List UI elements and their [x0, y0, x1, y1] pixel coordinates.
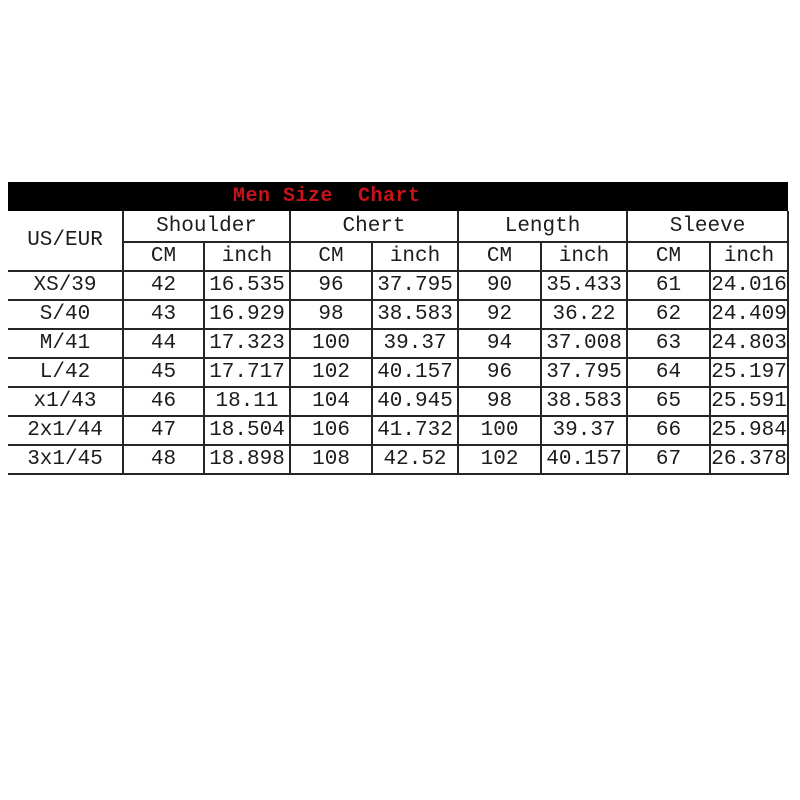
unit-header-cell: inch	[202, 241, 292, 272]
value-cell: 100	[289, 328, 374, 359]
size-label-cell: S/40	[8, 299, 124, 330]
size-row: 3x1/45 48 18.898 108 42.52 102 40.157 67…	[8, 444, 790, 475]
unit-header-cell: CM	[457, 241, 543, 272]
value-cell: 102	[457, 444, 543, 475]
value-cell: 48	[122, 444, 205, 475]
unit-header-cell: inch	[371, 241, 460, 272]
size-label-cell: x1/43	[8, 386, 124, 417]
value-cell: 36.22	[540, 299, 629, 330]
size-row: S/40 43 16.929 98 38.583 92 36.22 62 24.…	[8, 299, 790, 330]
value-cell: 39.37	[540, 415, 629, 446]
group-header-length: Length	[457, 211, 629, 243]
value-cell: 25.591	[709, 386, 790, 417]
value-cell: 40.157	[540, 444, 629, 475]
group-header-row: US/EUR Shoulder Chert Length Sleeve	[8, 211, 790, 272]
unit-header-cell: CM	[626, 241, 712, 272]
unit-header-cell: inch	[540, 241, 629, 272]
unit-header-cell: CM	[123, 241, 205, 272]
value-cell: 92	[457, 299, 543, 330]
value-cell: 40.157	[371, 357, 460, 388]
value-cell: 24.409	[709, 299, 790, 330]
value-cell: 61	[626, 270, 712, 301]
value-cell: 38.583	[371, 299, 460, 330]
chart-title: Men Size Chart	[233, 185, 421, 208]
value-cell: 18.898	[202, 444, 292, 475]
size-label-cell: XS/39	[8, 270, 124, 301]
value-cell: 66	[626, 415, 712, 446]
value-cell: 42	[122, 270, 205, 301]
value-cell: 45	[122, 357, 205, 388]
size-row: M/41 44 17.323 100 39.37 94 37.008 63 24…	[8, 328, 790, 359]
value-cell: 62	[626, 299, 712, 330]
value-cell: 98	[289, 299, 374, 330]
unit-header-cell: inch	[709, 241, 790, 272]
value-cell: 25.984	[709, 415, 790, 446]
value-cell: 44	[122, 328, 205, 359]
size-label-cell: 3x1/45	[8, 444, 124, 475]
value-cell: 46	[122, 386, 205, 417]
value-cell: 96	[289, 270, 374, 301]
size-chart: Men Size Chart US/EUR Shoulder Chert Len…	[8, 182, 790, 475]
size-row: L/42 45 17.717 102 40.157 96 37.795 64 2…	[8, 357, 790, 388]
value-cell: 47	[122, 415, 205, 446]
value-cell: 18.504	[202, 415, 292, 446]
unit-header-row: CM inch CM inch CM inch CM inch	[8, 241, 790, 272]
value-cell: 98	[457, 386, 543, 417]
unit-header-cell: CM	[289, 241, 374, 272]
value-cell: 106	[289, 415, 374, 446]
value-cell: 39.37	[371, 328, 460, 359]
value-cell: 102	[289, 357, 374, 388]
size-label-cell: 2x1/44	[8, 415, 124, 446]
size-row: x1/43 46 18.11 104 40.945 98 38.583 65 2…	[8, 386, 790, 417]
value-cell: 17.717	[202, 357, 292, 388]
value-cell: 37.795	[371, 270, 460, 301]
value-cell: 35.433	[540, 270, 629, 301]
group-header-chert: Chert	[289, 211, 460, 243]
value-cell: 37.008	[540, 328, 629, 359]
corner-header-cell: US/EUR	[8, 211, 124, 272]
size-label-cell: L/42	[8, 357, 124, 388]
value-cell: 42.52	[371, 444, 460, 475]
size-row: 2x1/44 47 18.504 106 41.732 100 39.37 66…	[8, 415, 790, 446]
group-header-sleeve: Sleeve	[626, 211, 790, 243]
group-header-shoulder: Shoulder	[121, 211, 292, 243]
value-cell: 16.535	[202, 270, 292, 301]
value-cell: 26.378	[709, 444, 790, 475]
size-table: US/EUR Shoulder Chert Length Sleeve CM i…	[8, 211, 790, 475]
value-cell: 40.945	[371, 386, 460, 417]
value-cell: 17.323	[202, 328, 292, 359]
value-cell: 16.929	[202, 299, 292, 330]
size-label-cell: M/41	[8, 328, 124, 359]
value-cell: 67	[626, 444, 712, 475]
value-cell: 25.197	[709, 357, 790, 388]
value-cell: 43	[122, 299, 205, 330]
value-cell: 108	[289, 444, 374, 475]
value-cell: 100	[457, 415, 543, 446]
value-cell: 90	[457, 270, 543, 301]
size-row: XS/39 42 16.535 96 37.795 90 35.433 61 2…	[8, 270, 790, 301]
value-cell: 94	[457, 328, 543, 359]
value-cell: 24.016	[709, 270, 790, 301]
title-bar: Men Size Chart	[8, 182, 788, 211]
value-cell: 24.803	[709, 328, 790, 359]
value-cell: 63	[626, 328, 712, 359]
value-cell: 65	[626, 386, 712, 417]
value-cell: 37.795	[540, 357, 629, 388]
value-cell: 104	[289, 386, 374, 417]
value-cell: 64	[626, 357, 712, 388]
value-cell: 18.11	[202, 386, 292, 417]
value-cell: 38.583	[540, 386, 629, 417]
value-cell: 41.732	[371, 415, 460, 446]
value-cell: 96	[457, 357, 543, 388]
